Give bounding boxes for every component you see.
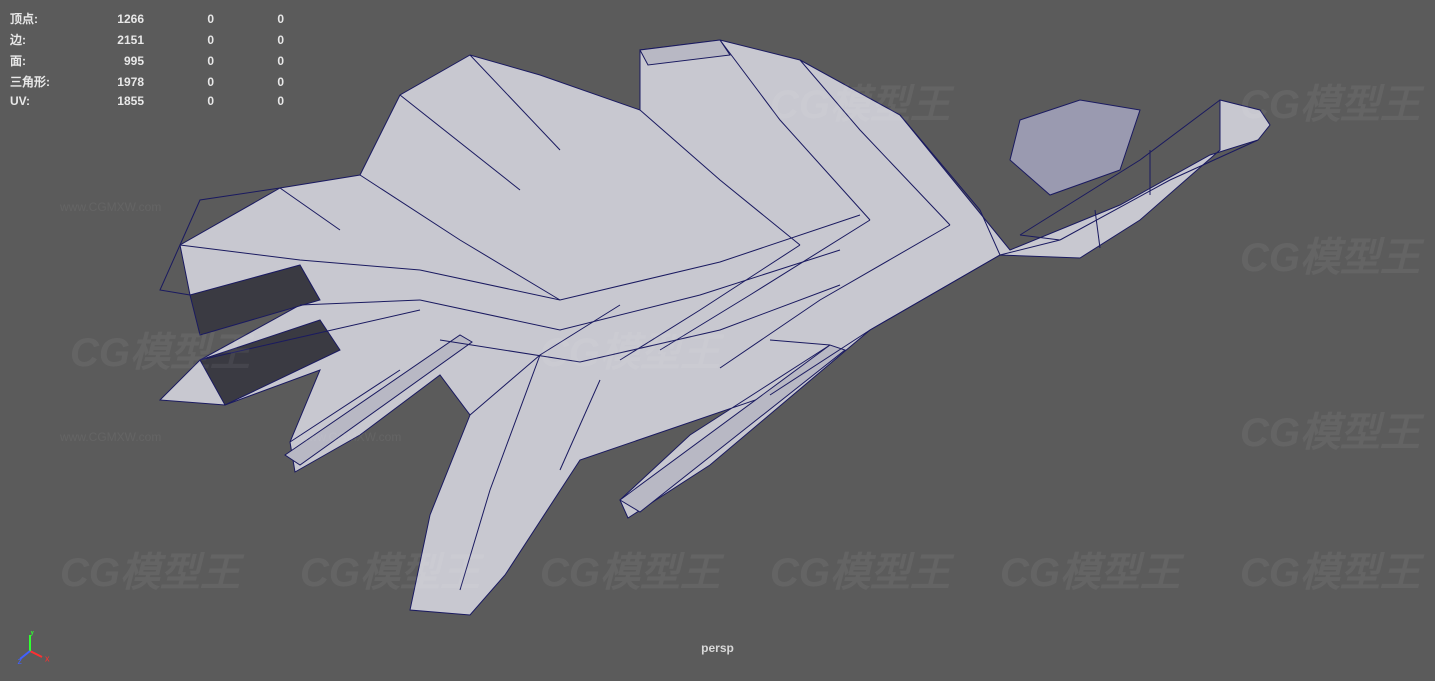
stats-value: 0 [214,50,284,71]
stats-value: 0 [214,8,284,29]
stats-value: 995 [74,50,144,71]
axis-x-line [30,651,42,657]
view-axis-gizmo[interactable]: x y z [10,631,50,671]
model-canopy [1010,100,1140,195]
stats-value: 0 [144,92,214,110]
stats-value: 2151 [74,29,144,50]
stats-value: 1266 [74,8,144,29]
stats-value: 0 [144,8,214,29]
stats-value: 0 [144,50,214,71]
stats-row: 边:215100 [10,29,284,50]
stats-row: UV:185500 [10,92,284,110]
camera-name-label: persp [701,641,734,655]
stats-value: 0 [144,29,214,50]
viewport-3d[interactable]: CG模型王CG模型王CG模型王CG模型王CG模型王CG模型王CG模型王CG模型王… [0,0,1435,681]
stats-value: 0 [144,71,214,92]
stats-label: 边: [10,29,74,50]
stats-value: 1978 [74,71,144,92]
stats-label: 三角形: [10,71,74,92]
stats-row: 三角形:197800 [10,71,284,92]
stats-value: 0 [214,29,284,50]
stats-label: 面: [10,50,74,71]
stats-row: 顶点:126600 [10,8,284,29]
poly-stats-hud: 顶点:126600边:215100面:99500三角形:197800UV:185… [10,8,284,110]
stats-value: 0 [214,71,284,92]
stats-label: 顶点: [10,8,74,29]
stats-value: 0 [214,92,284,110]
stats-row: 面:99500 [10,50,284,71]
axis-y-label: y [30,631,35,636]
stats-label: UV: [10,92,74,110]
axis-z-label: z [18,656,23,666]
stats-value: 1855 [74,92,144,110]
axis-x-label: x [45,654,50,664]
